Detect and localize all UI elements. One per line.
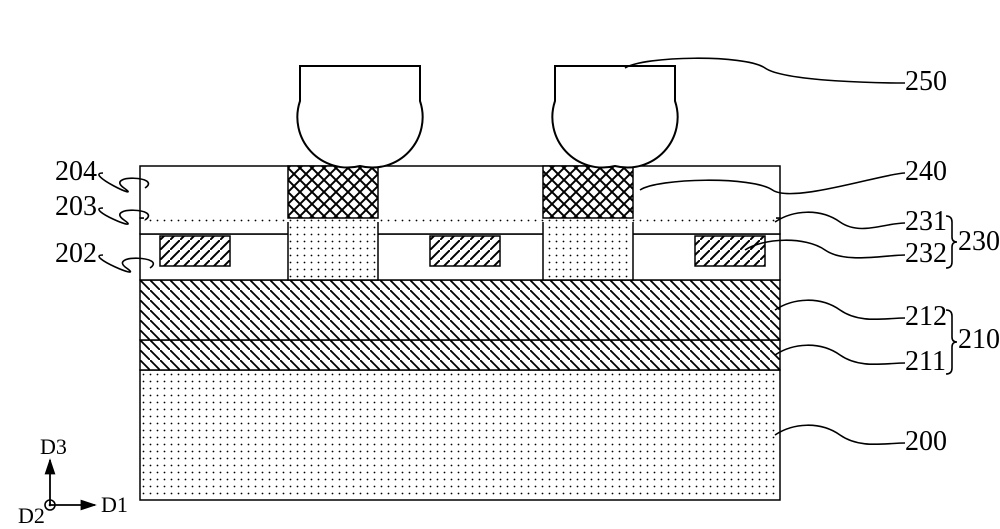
axis-label-D1: D1	[101, 492, 128, 517]
label-200: 200	[905, 426, 947, 457]
layer-212	[140, 280, 780, 340]
label-232: 232	[905, 238, 947, 269]
block-232-2	[695, 236, 765, 266]
brace-210	[946, 310, 957, 374]
block-232-0	[160, 236, 230, 266]
label-204: 204	[55, 156, 97, 187]
axis-label-D2: D2	[18, 503, 45, 528]
leader	[775, 300, 905, 319]
layer-200	[140, 370, 780, 500]
plug-231-0	[288, 218, 378, 280]
leader	[775, 212, 905, 228]
pad-240-1	[543, 166, 633, 218]
leader	[775, 345, 905, 364]
axis-d2-dot	[49, 504, 52, 507]
label-231: 231	[905, 206, 947, 237]
label-202: 202	[55, 238, 97, 269]
label-240: 240	[905, 156, 947, 187]
label-203: 203	[55, 191, 97, 222]
axis-label-D3: D3	[40, 434, 67, 459]
leader	[775, 425, 905, 444]
plug-231-1	[543, 218, 633, 280]
block-232-1	[430, 236, 500, 266]
brace-230	[946, 216, 957, 268]
pad-240-0	[288, 166, 378, 218]
rail-231	[144, 216, 776, 222]
layer-204	[140, 166, 780, 218]
diagram-root: 250 240 231232 212 211 200 204 203 202 230 210 D1 D3…	[0, 0, 1000, 529]
label-212: 212	[905, 301, 947, 332]
cup-250-0	[297, 66, 422, 168]
label-230: 230	[958, 226, 1000, 257]
layer-211	[140, 340, 780, 370]
label-210: 210	[958, 324, 1000, 355]
label-250: 250	[905, 66, 947, 97]
label-211: 211	[905, 346, 946, 377]
cup-250-1	[552, 66, 677, 168]
